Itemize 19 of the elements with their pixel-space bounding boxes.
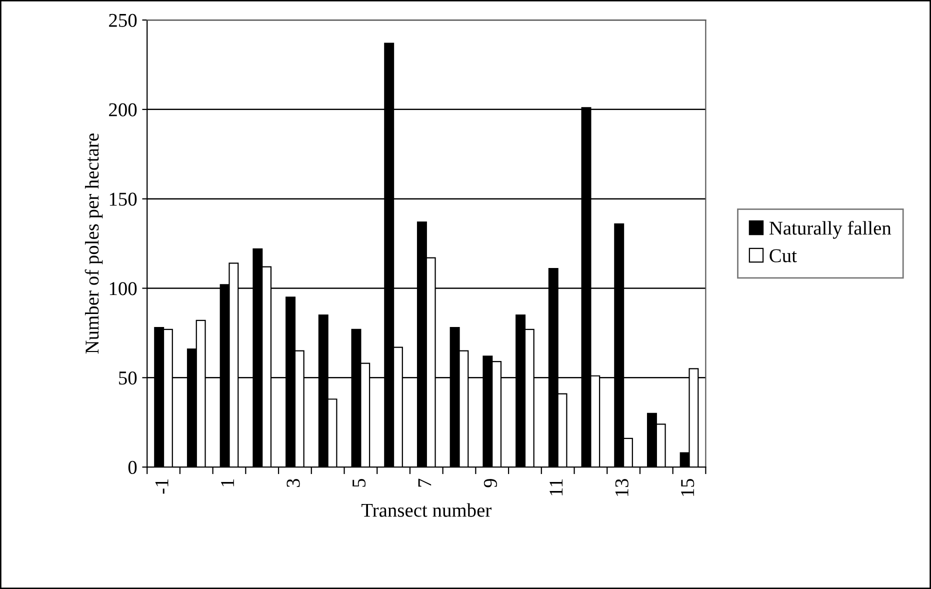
y-tick-label: 50 xyxy=(119,371,137,385)
y-tick-label: 250 xyxy=(109,14,137,27)
y-tick-label: 100 xyxy=(110,282,137,296)
legend-label: Naturally fallen xyxy=(769,220,892,239)
x-tick-label: 7 xyxy=(418,478,432,487)
x-tick-label: 1 xyxy=(221,479,234,486)
y-axis-title: Number of poles per hectare xyxy=(84,134,103,354)
legend-label: Cut xyxy=(770,249,797,262)
x-tick-label: 9 xyxy=(484,478,497,488)
x-tick-label: 3 xyxy=(286,478,300,487)
x-axis-title: Transect number xyxy=(361,503,492,517)
x-tick-label: 5 xyxy=(352,478,366,487)
y-tick-label: 0 xyxy=(128,460,137,474)
y-tick-label: 200 xyxy=(109,103,137,116)
y-tick-label: 150 xyxy=(110,192,137,206)
x-tick-label: 15 xyxy=(681,478,694,496)
x-tick-label: 11 xyxy=(550,479,563,496)
x-tick-label: -1 xyxy=(155,479,168,494)
x-tick-label: 13 xyxy=(615,478,628,496)
